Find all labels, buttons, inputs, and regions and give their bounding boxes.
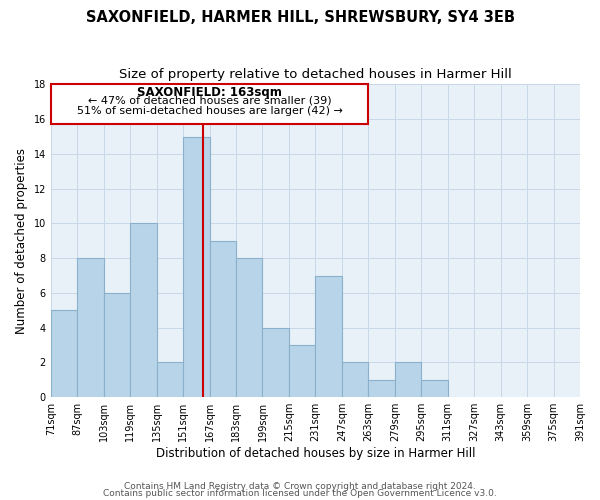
Bar <box>236 258 262 397</box>
Text: Contains public sector information licensed under the Open Government Licence v3: Contains public sector information licen… <box>103 490 497 498</box>
Bar <box>157 362 183 397</box>
Bar <box>262 328 289 397</box>
Bar <box>209 241 236 397</box>
Bar <box>183 136 209 397</box>
Bar <box>421 380 448 397</box>
Text: 51% of semi-detached houses are larger (42) →: 51% of semi-detached houses are larger (… <box>77 106 343 116</box>
Bar <box>51 310 77 397</box>
Bar <box>130 224 157 397</box>
Bar <box>104 293 130 397</box>
Bar <box>342 362 368 397</box>
Bar <box>368 380 395 397</box>
Bar <box>395 362 421 397</box>
Bar <box>289 345 316 397</box>
Text: SAXONFIELD: 163sqm: SAXONFIELD: 163sqm <box>137 86 282 99</box>
Bar <box>51 84 368 124</box>
Bar <box>77 258 104 397</box>
Title: Size of property relative to detached houses in Harmer Hill: Size of property relative to detached ho… <box>119 68 512 80</box>
Text: SAXONFIELD, HARMER HILL, SHREWSBURY, SY4 3EB: SAXONFIELD, HARMER HILL, SHREWSBURY, SY4… <box>86 10 515 25</box>
Text: ← 47% of detached houses are smaller (39): ← 47% of detached houses are smaller (39… <box>88 96 331 106</box>
Bar <box>316 276 342 397</box>
X-axis label: Distribution of detached houses by size in Harmer Hill: Distribution of detached houses by size … <box>155 447 475 460</box>
Y-axis label: Number of detached properties: Number of detached properties <box>15 148 28 334</box>
Text: Contains HM Land Registry data © Crown copyright and database right 2024.: Contains HM Land Registry data © Crown c… <box>124 482 476 491</box>
